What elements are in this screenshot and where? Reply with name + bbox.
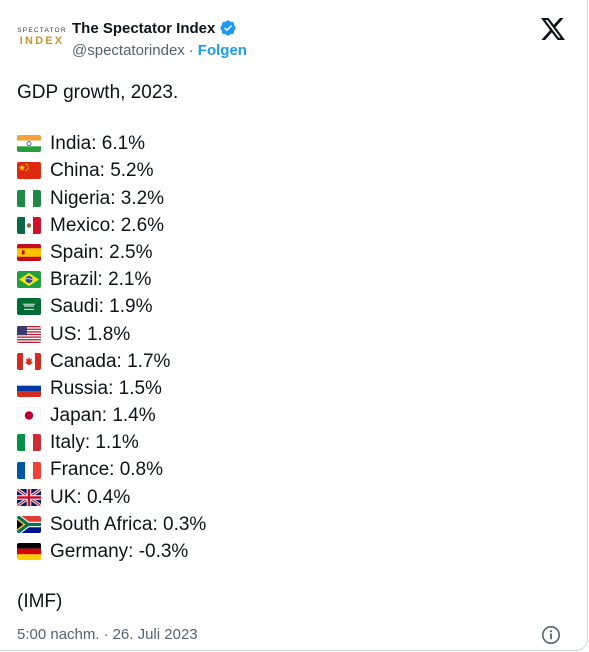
author-name-row: The Spectator Index [72,19,237,37]
avatar-line2: INDEX [19,35,65,47]
timestamp-date: 26. Juli 2023 [112,626,198,643]
list-item: UK: 0.4% [17,484,206,511]
list-item: Italy: 1.1% [17,429,206,456]
tweet-source: (IMF) [17,591,63,612]
canada-flag-icon [17,352,41,370]
list-item-text: Brazil: 2.1% [50,269,152,291]
list-item: Nigeria: 3.2% [17,185,206,212]
india-flag-icon [17,135,41,153]
list-item: Mexico: 2.6% [17,212,206,239]
list-item: France: 0.8% [17,456,206,483]
timestamp-separator: · [103,626,109,643]
italy-flag-icon [17,434,41,452]
list-item: Saudi: 1.9% [17,293,206,320]
x-logo-icon[interactable] [541,18,565,45]
list-item-text: UK: 0.4% [50,486,131,508]
saudi-flag-icon [17,298,41,316]
south-africa-flag-icon [17,515,41,533]
list-item: Germany: -0.3% [17,538,206,565]
tweet-text: GDP growth, 2023. India: 6.1% China: 5.2… [17,79,206,565]
russia-flag-icon [17,379,41,397]
list-item-text: Canada: 1.7% [50,350,171,372]
japan-flag-icon [17,407,41,425]
author-handle-row: @spectatorindex · Folgen [72,42,247,59]
list-item: Brazil: 2.1% [17,266,206,293]
list-item: Canada: 1.7% [17,348,206,375]
tweet-timestamp[interactable]: 5:00 nachm. · 26. Juli 2023 [17,626,198,643]
china-flag-icon [17,162,41,180]
list-item: US: 1.8% [17,321,206,348]
list-item-text: Nigeria: 3.2% [50,187,165,209]
germany-flag-icon [17,543,41,561]
list-item: Spain: 2.5% [17,239,206,266]
timestamp-time: 5:00 nachm. [17,626,100,643]
avatar[interactable]: SPECTATOR INDEX [15,23,69,51]
brazil-flag-icon [17,271,41,289]
mexico-flag-icon [17,216,41,234]
list-item-text: Germany: -0.3% [50,541,189,563]
verified-badge-icon [219,19,237,37]
avatar-line1: SPECTATOR [17,27,67,34]
list-item: India: 6.1% [17,130,206,157]
spain-flag-icon [17,244,41,262]
gdp-list: India: 6.1% China: 5.2% Nigeria: 3.2% Me… [17,130,206,565]
handle-separator: · [188,42,194,59]
list-item-text: Saudi: 1.9% [50,296,153,318]
list-item-text: Italy: 1.1% [50,432,139,454]
list-item-text: India: 6.1% [50,133,146,155]
france-flag-icon [17,461,41,479]
author-handle[interactable]: @spectatorindex [72,42,185,59]
author-display-name[interactable]: The Spectator Index [72,19,216,37]
info-icon[interactable] [541,625,561,650]
follow-button[interactable]: Folgen [197,42,247,59]
list-item-text: Mexico: 2.6% [50,214,165,236]
tweet-headline: GDP growth, 2023. [17,82,179,103]
list-item-text: Japan: 1.4% [50,405,156,427]
list-item: China: 5.2% [17,157,206,184]
nigeria-flag-icon [17,189,41,207]
list-item-text: Spain: 2.5% [50,241,153,263]
us-flag-icon [17,325,41,343]
list-item-text: Russia: 1.5% [50,377,162,399]
list-item: South Africa: 0.3% [17,511,206,538]
list-item: Japan: 1.4% [17,402,206,429]
uk-flag-icon [17,488,41,506]
list-item-text: South Africa: 0.3% [50,513,207,535]
list-item-text: US: 1.8% [50,323,131,345]
list-item-text: France: 0.8% [50,459,163,481]
list-item: Russia: 1.5% [17,375,206,402]
list-item-text: China: 5.2% [50,160,154,182]
